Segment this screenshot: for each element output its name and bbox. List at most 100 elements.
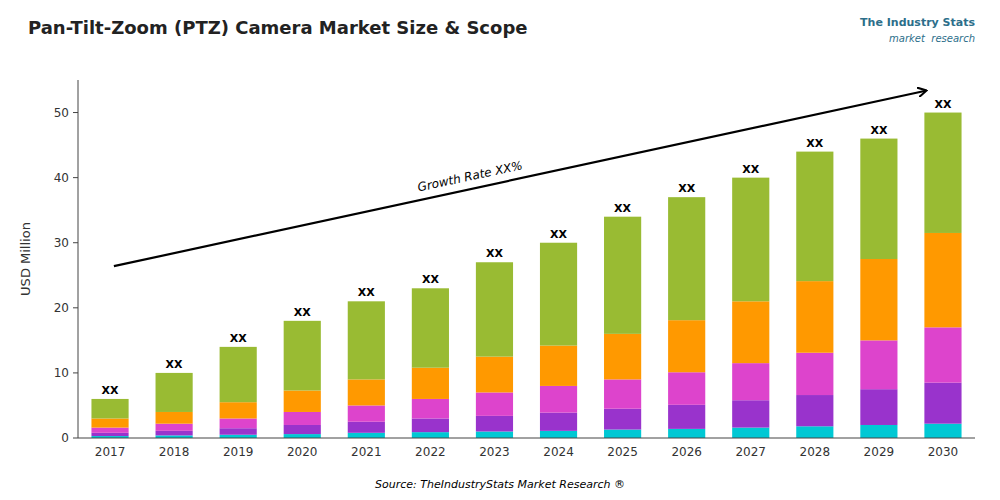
y-tick-label: 0 — [61, 431, 69, 445]
y-tick — [73, 177, 78, 178]
bar-segment — [860, 340, 897, 389]
bar-segment — [668, 405, 705, 429]
bar-segment — [924, 233, 961, 327]
bar-segment — [924, 383, 961, 424]
bar-segment — [604, 379, 641, 408]
x-tick-label: 2030 — [928, 445, 959, 459]
bar-label: XX — [550, 228, 567, 241]
bar-label: XX — [678, 182, 695, 195]
x-tick-label: 2021 — [351, 445, 382, 459]
bar-segment — [732, 301, 769, 363]
bar-segment — [476, 416, 513, 432]
x-tick-label: 2025 — [607, 445, 638, 459]
title: Pan-Tilt-Zoom (PTZ) Camera Market Size &… — [28, 17, 528, 38]
bar-segment — [348, 301, 385, 379]
x-tick-label: 2022 — [415, 445, 446, 459]
bar-segment — [924, 113, 961, 233]
x-tick-label: 2023 — [479, 445, 510, 459]
bar-segment — [348, 433, 385, 438]
bar-label: XX — [102, 384, 119, 397]
bar-segment — [540, 431, 577, 438]
bar-segment — [220, 418, 257, 428]
bar-segment — [668, 372, 705, 405]
x-tick-label: 2017 — [95, 445, 126, 459]
bar-segment — [284, 321, 321, 391]
y-tick — [73, 438, 78, 439]
bar-segment — [91, 433, 128, 436]
bar-segment — [476, 431, 513, 438]
bar-segment — [284, 425, 321, 434]
bar-segment — [540, 386, 577, 413]
bar-segment — [284, 434, 321, 438]
bar-segment — [156, 424, 193, 431]
bar-segment — [91, 399, 128, 419]
x-axis — [78, 438, 975, 439]
bar-segment — [412, 288, 449, 367]
y-axis — [78, 80, 79, 438]
x-tick-label: 2024 — [543, 445, 574, 459]
bar-segment — [668, 197, 705, 320]
bar-segment — [668, 429, 705, 438]
bar-segment — [668, 320, 705, 372]
y-tick — [73, 307, 78, 308]
bar-segment — [284, 390, 321, 411]
logo-subtitle: market research — [889, 33, 975, 44]
y-tick — [73, 242, 78, 243]
bar-segment — [924, 327, 961, 382]
bar-segment — [476, 262, 513, 356]
bar-segment — [796, 395, 833, 426]
bar-label: XX — [614, 202, 631, 215]
logo-title: The Industry Stats — [860, 16, 975, 29]
bar-segment — [91, 418, 128, 427]
bar-segment — [348, 405, 385, 421]
growth-arrow — [114, 91, 926, 266]
growth-label: Growth Rate XX% — [416, 158, 523, 194]
chart: Pan-Tilt-Zoom (PTZ) Camera Market Size &… — [0, 0, 1000, 500]
bar-segment — [604, 217, 641, 334]
bar-segment — [412, 368, 449, 399]
bar-segment — [860, 425, 897, 438]
bar-segment — [732, 363, 769, 400]
y-tick — [73, 372, 78, 373]
y-tick-label: 10 — [54, 366, 69, 380]
bar-segment — [604, 430, 641, 438]
y-tick-label: 40 — [54, 171, 69, 185]
source: Source: TheIndustryStats Market Research… — [375, 478, 625, 491]
bar-segment — [796, 152, 833, 282]
bar-segment — [924, 424, 961, 438]
bar-segment — [348, 379, 385, 405]
bar-segment — [540, 243, 577, 346]
x-tick-label: 2028 — [800, 445, 831, 459]
bar-segment — [732, 428, 769, 438]
bar-label: XX — [230, 332, 247, 345]
bar-label: XX — [358, 286, 375, 299]
bar-segment — [476, 357, 513, 393]
x-tick-label: 2019 — [223, 445, 254, 459]
bar-label: XX — [870, 124, 887, 137]
bar-segment — [476, 392, 513, 415]
x-tick-label: 2027 — [735, 445, 766, 459]
bar-label: XX — [422, 273, 439, 286]
y-tick-label: 20 — [54, 301, 69, 315]
x-tick-label: 2018 — [159, 445, 190, 459]
bar-segment — [91, 428, 128, 433]
bars — [91, 113, 961, 438]
bar-label: XX — [806, 137, 823, 150]
bar-segment — [284, 412, 321, 425]
bar-segment — [412, 418, 449, 432]
bar-segment — [412, 432, 449, 438]
bar-segment — [348, 422, 385, 433]
bar-segment — [540, 413, 577, 431]
bar-segment — [156, 431, 193, 436]
x-tick-label: 2029 — [864, 445, 895, 459]
bar-segment — [860, 259, 897, 340]
bar-label: XX — [934, 98, 951, 111]
x-tick-label: 2020 — [287, 445, 318, 459]
bar-segment — [156, 373, 193, 412]
bar-segment — [860, 139, 897, 259]
bar-segment — [220, 347, 257, 402]
bar-segment — [796, 281, 833, 353]
bar-segment — [156, 412, 193, 424]
bar-segment — [796, 426, 833, 438]
y-tick-label: 30 — [54, 236, 69, 250]
